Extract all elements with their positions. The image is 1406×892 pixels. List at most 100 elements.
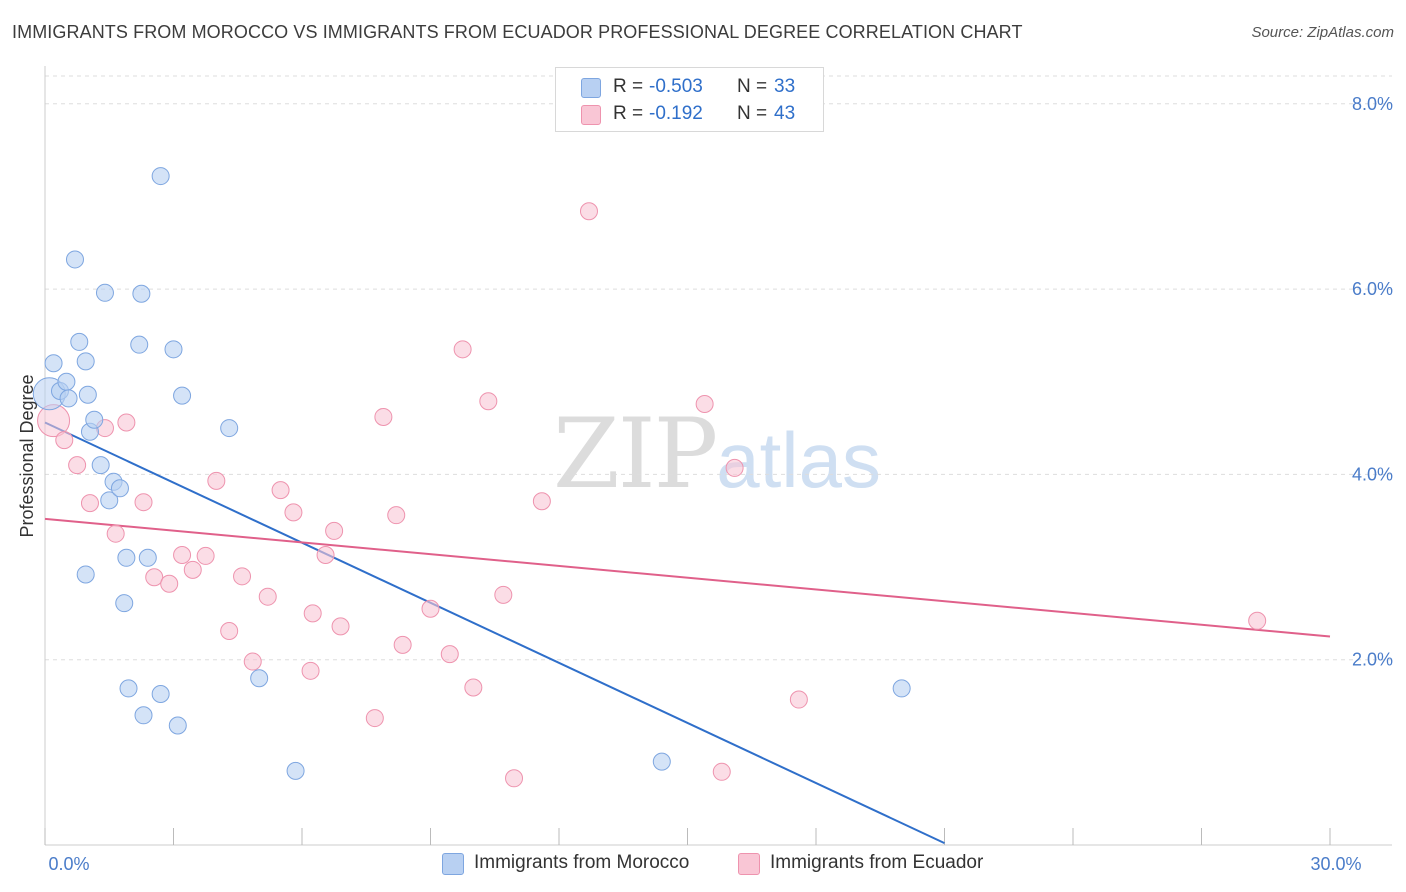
point-ecuador: [220, 621, 239, 640]
point-morocco: [117, 548, 136, 567]
point-morocco: [134, 706, 153, 725]
point-ecuador: [789, 690, 808, 709]
point-ecuador: [243, 652, 262, 671]
legend-r-label: R =: [613, 76, 644, 97]
bottom-legend-swatch-ecuador: [738, 853, 760, 875]
point-morocco: [892, 679, 911, 698]
bottom-legend-label-morocco: Immigrants from Morocco: [474, 852, 690, 873]
legend-swatch-morocco: [581, 78, 601, 98]
source-attribution: Source: ZipAtlas.com: [1251, 24, 1394, 41]
watermark: ZIPatlas: [553, 398, 881, 510]
point-ecuador: [579, 202, 598, 221]
point-morocco: [151, 167, 170, 186]
point-ecuador: [80, 494, 99, 513]
point-ecuador: [712, 762, 731, 781]
legend-r-value: -0.503: [649, 76, 703, 97]
point-morocco: [286, 761, 305, 780]
point-morocco: [119, 679, 138, 698]
point-morocco: [110, 479, 129, 498]
point-morocco: [91, 456, 110, 475]
tick-labels: 0.0% 30.0% 2.0% 4.0% 6.0% 8.0%: [48, 94, 1393, 874]
y-tick-label: 4.0%: [1352, 464, 1393, 484]
legend-n-label: N =: [737, 103, 768, 124]
point-morocco: [95, 283, 114, 302]
point-ecuador: [183, 560, 202, 579]
legend-n-value: 33: [774, 76, 796, 97]
legend-n-label: N =: [737, 76, 768, 97]
legend-n-value: 43: [774, 103, 796, 124]
point-ecuador: [325, 521, 344, 540]
bottom-legend-swatch-morocco: [442, 853, 464, 875]
point-morocco: [250, 669, 269, 688]
bottom-legend-label-ecuador: Immigrants from Ecuador: [770, 852, 984, 873]
point-ecuador: [233, 567, 252, 586]
point-ecuador: [106, 524, 125, 543]
point-ecuador: [258, 587, 277, 606]
point-ecuador: [145, 568, 164, 587]
y-tick-label: 8.0%: [1352, 94, 1393, 114]
point-morocco: [65, 250, 84, 269]
point-ecuador: [271, 481, 290, 500]
point-ecuador: [68, 456, 87, 475]
point-morocco: [173, 386, 192, 405]
point-ecuador: [464, 678, 483, 697]
x-tick-label: 30.0%: [1310, 854, 1361, 874]
point-ecuador: [387, 506, 406, 525]
point-morocco: [76, 352, 95, 371]
point-morocco: [59, 389, 78, 408]
trendlines: [44, 421, 1331, 845]
point-ecuador: [160, 574, 179, 593]
point-ecuador: [301, 661, 320, 680]
point-ecuador: [479, 392, 498, 411]
axes: [44, 66, 1392, 846]
trendline-ecuador: [44, 517, 1331, 638]
legend-r-label: R =: [613, 103, 644, 124]
point-ecuador: [393, 635, 412, 654]
legend-swatch-ecuador: [581, 105, 601, 125]
point-ecuador: [365, 709, 384, 728]
watermark-zip: ZIP: [553, 398, 718, 510]
point-ecuador: [117, 413, 136, 432]
point-ecuador: [440, 645, 459, 664]
point-morocco: [220, 419, 239, 438]
point-ecuador: [55, 431, 74, 450]
point-ecuador: [532, 492, 551, 511]
point-ecuador: [1248, 611, 1267, 630]
x-tick-label: 0.0%: [48, 854, 89, 874]
point-ecuador: [316, 546, 335, 565]
y-axis-title: Professional Degree: [17, 374, 37, 537]
legend-r-value: -0.192: [649, 103, 703, 124]
point-ecuador: [725, 458, 744, 477]
point-morocco: [57, 372, 76, 391]
point-ecuador: [374, 407, 393, 426]
point-morocco: [44, 354, 63, 373]
point-ecuador: [505, 769, 524, 788]
trendline-morocco: [44, 421, 945, 845]
point-morocco: [138, 548, 157, 567]
point-morocco: [168, 716, 187, 735]
point-ecuador: [207, 471, 226, 490]
y-tick-label: 6.0%: [1352, 279, 1393, 299]
point-morocco: [70, 332, 89, 351]
point-morocco: [76, 565, 95, 584]
point-morocco: [100, 491, 119, 510]
point-ecuador: [453, 340, 472, 359]
chart-title: IMMIGRANTS FROM MOROCCO VS IMMIGRANTS FR…: [12, 22, 1023, 42]
point-ecuador: [303, 604, 322, 623]
point-ecuador: [196, 546, 215, 565]
point-ecuador: [695, 394, 714, 413]
y-tick-label: 2.0%: [1352, 650, 1393, 670]
point-ecuador: [284, 503, 303, 522]
point-morocco: [115, 594, 134, 613]
point-ecuador: [421, 599, 440, 618]
point-morocco: [130, 335, 149, 354]
point-morocco: [151, 684, 170, 703]
point-ecuador: [134, 493, 153, 512]
point-morocco: [85, 410, 104, 429]
watermark-atlas: atlas: [716, 416, 881, 504]
point-ecuador: [494, 585, 513, 604]
point-ecuador: [331, 617, 350, 636]
point-morocco: [132, 284, 151, 303]
point-morocco: [652, 752, 671, 771]
